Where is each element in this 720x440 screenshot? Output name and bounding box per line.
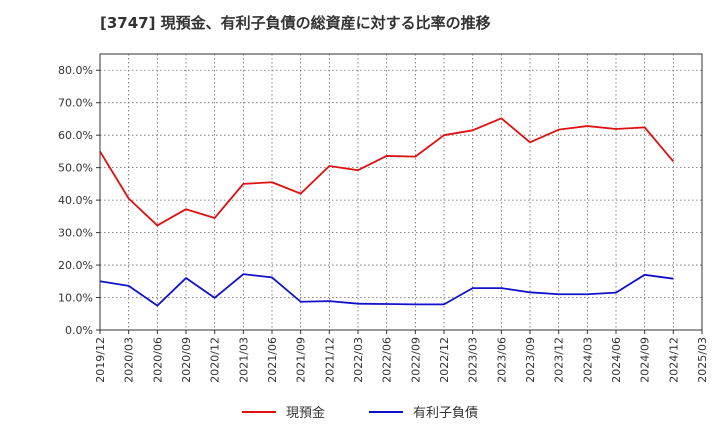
x-tick-label: 2025/03 xyxy=(696,337,709,383)
x-tick-label: 2022/03 xyxy=(352,337,365,383)
legend-entry-cash: 現預金 xyxy=(241,402,325,421)
legend-entry-debt: 有利子負債 xyxy=(369,402,478,421)
legend-swatch-cash xyxy=(241,410,276,413)
y-tick-label: 20.0% xyxy=(58,259,93,272)
y-tick-label: 60.0% xyxy=(58,129,93,142)
plot-background xyxy=(100,54,702,330)
y-tick-label: 0.0% xyxy=(65,324,93,337)
legend-swatch-debt xyxy=(369,410,403,413)
x-tick-label: 2021/03 xyxy=(237,337,250,383)
x-tick-label: 2024/12 xyxy=(667,337,680,383)
x-tick-label: 2023/03 xyxy=(467,337,480,383)
y-tick-label: 50.0% xyxy=(58,162,93,175)
legend-label-debt: 有利子負債 xyxy=(413,406,479,421)
x-tick-label: 2024/06 xyxy=(610,337,623,383)
x-tick-label: 2021/06 xyxy=(266,337,279,383)
series-line-0 xyxy=(99,117,675,227)
x-tick-label: 2021/12 xyxy=(323,337,336,383)
y-tick-label: 70.0% xyxy=(58,97,93,110)
y-tick-label: 30.0% xyxy=(58,227,93,240)
chart-title: [3747] 現預金、有利子負債の総資産に対する比率の推移 xyxy=(100,14,491,32)
y-tick-label: 40.0% xyxy=(58,194,93,207)
x-tick-label: 2024/03 xyxy=(581,337,594,383)
plot-frame xyxy=(99,53,703,331)
x-tick-label: 2021/09 xyxy=(295,337,308,383)
y-tick-label: 10.0% xyxy=(58,292,93,305)
x-tick-label: 2019/12 xyxy=(94,337,107,383)
series-lines xyxy=(99,117,675,307)
x-tick-label: 2023/12 xyxy=(553,337,566,383)
y-tick-label: 80.0% xyxy=(58,64,93,77)
x-tick-label: 2023/06 xyxy=(495,337,508,383)
x-tick-label: 2023/09 xyxy=(524,337,537,383)
legend-label-cash: 現預金 xyxy=(285,406,325,421)
y-axis-ticks: 0.0% 10.0% 20.0% 30.0% 40.0% 50.0% 60.0% 70.0% 8… xyxy=(58,64,100,337)
x-tick-label: 2024/09 xyxy=(639,337,652,383)
x-tick-label: 2020/09 xyxy=(180,337,193,383)
x-tick-label: 2020/03 xyxy=(123,337,136,383)
x-tick-label: 2022/12 xyxy=(438,337,451,383)
x-tick-label: 2020/12 xyxy=(209,337,222,383)
legend: 現預金 有利子負債 xyxy=(0,402,720,421)
x-tick-label: 2022/09 xyxy=(409,337,422,383)
series-line-1 xyxy=(99,273,674,307)
x-tick-label: 2020/06 xyxy=(151,337,164,383)
x-axis-ticks: 2019/12 2020/03 2020/06 2020/09 2020/12 2021/… xyxy=(94,330,709,383)
grid xyxy=(100,54,702,330)
x-tick-label: 2022/06 xyxy=(381,337,394,383)
